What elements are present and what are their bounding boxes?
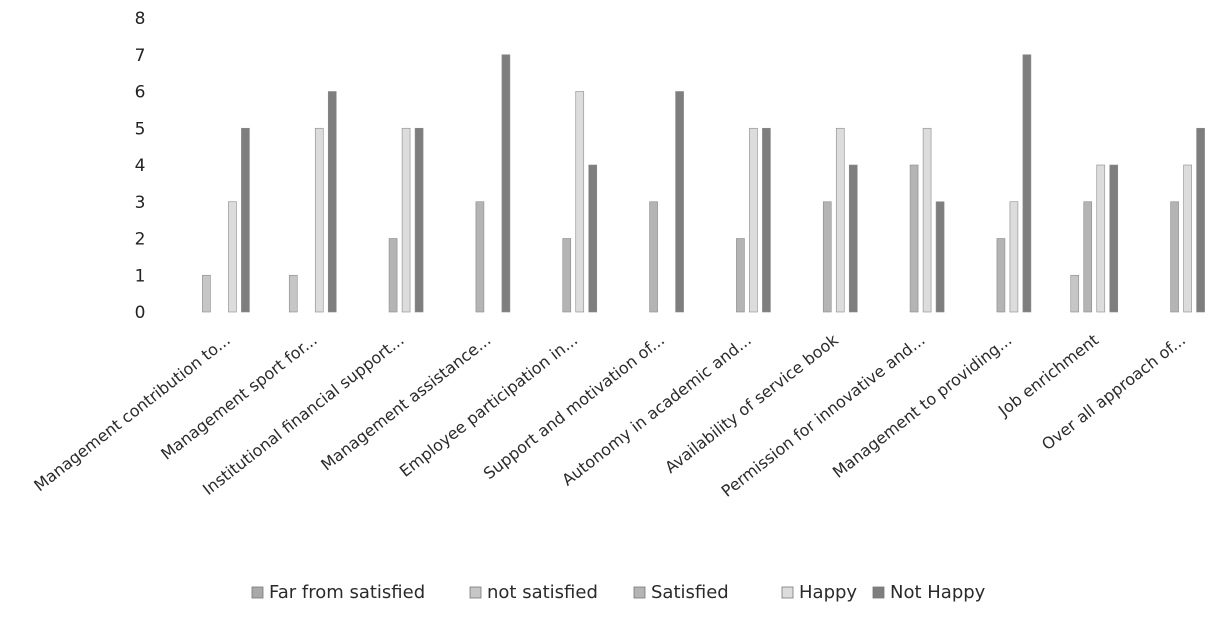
bar	[388, 238, 398, 313]
bar	[1170, 201, 1179, 313]
bar	[762, 127, 771, 313]
category-label: Management assistance...	[317, 330, 494, 474]
bar	[288, 274, 298, 313]
y-tick-label: 2	[135, 230, 146, 250]
bar	[848, 164, 858, 313]
bar	[996, 238, 1006, 313]
y-tick-label: 6	[135, 83, 146, 103]
legend-label: not satisfied	[487, 582, 598, 603]
bar	[675, 91, 684, 313]
category-label: Employee participation in...	[396, 330, 581, 481]
bar	[835, 127, 845, 313]
bar	[401, 127, 411, 313]
bar	[1083, 201, 1093, 313]
y-tick-label: 8	[135, 9, 146, 29]
y-axis: 0 1 2 3 4 5 6 7 8	[135, 9, 146, 323]
bar	[749, 127, 758, 313]
bar	[202, 274, 211, 313]
bar	[575, 91, 585, 313]
legend-label: Not Happy	[890, 582, 986, 603]
legend-swatch	[872, 586, 885, 599]
category-label: Management to providing...	[829, 330, 1016, 482]
bar	[1196, 127, 1205, 313]
bar	[475, 201, 485, 313]
x-axis-labels: Management contribution to...Management …	[30, 330, 1189, 501]
legend-swatch	[633, 586, 646, 599]
bars	[202, 54, 1205, 313]
bar	[414, 127, 424, 313]
category-label: Management sport for...	[157, 330, 320, 463]
bar	[501, 54, 511, 313]
bar	[822, 201, 832, 313]
bar	[1183, 164, 1192, 313]
legend-swatch	[251, 586, 264, 599]
y-tick-label: 5	[135, 119, 146, 139]
bar	[736, 238, 745, 313]
y-tick-label: 3	[135, 193, 146, 213]
bar	[327, 91, 337, 313]
bar	[935, 201, 945, 313]
bar	[649, 201, 658, 313]
bar	[562, 238, 572, 313]
category-label: Availability of service book	[661, 330, 842, 477]
bar	[1109, 164, 1119, 313]
y-tick-label: 4	[135, 156, 146, 176]
legend-swatch	[469, 586, 482, 599]
bar	[1009, 201, 1019, 313]
legend: Far from satisfied not satisfied Satisfied…	[251, 582, 986, 603]
bar	[1096, 164, 1106, 313]
legend-label: Far from satisfied	[269, 582, 425, 603]
bar	[922, 127, 932, 313]
y-tick-label: 1	[135, 266, 146, 286]
bar	[909, 164, 919, 313]
category-label: Over all approach of...	[1038, 330, 1189, 454]
y-tick-label: 7	[135, 46, 146, 66]
bar	[1022, 54, 1032, 313]
bar	[1070, 274, 1080, 313]
category-label: Support and motivation of...	[480, 330, 668, 483]
legend-label: Satisfied	[651, 582, 729, 603]
bar	[228, 201, 237, 313]
bar	[588, 164, 598, 313]
bar	[314, 127, 324, 313]
legend-swatch	[781, 586, 794, 599]
y-tick-label: 0	[135, 303, 146, 323]
bar	[241, 127, 250, 313]
legend-label: Happy	[799, 582, 857, 603]
